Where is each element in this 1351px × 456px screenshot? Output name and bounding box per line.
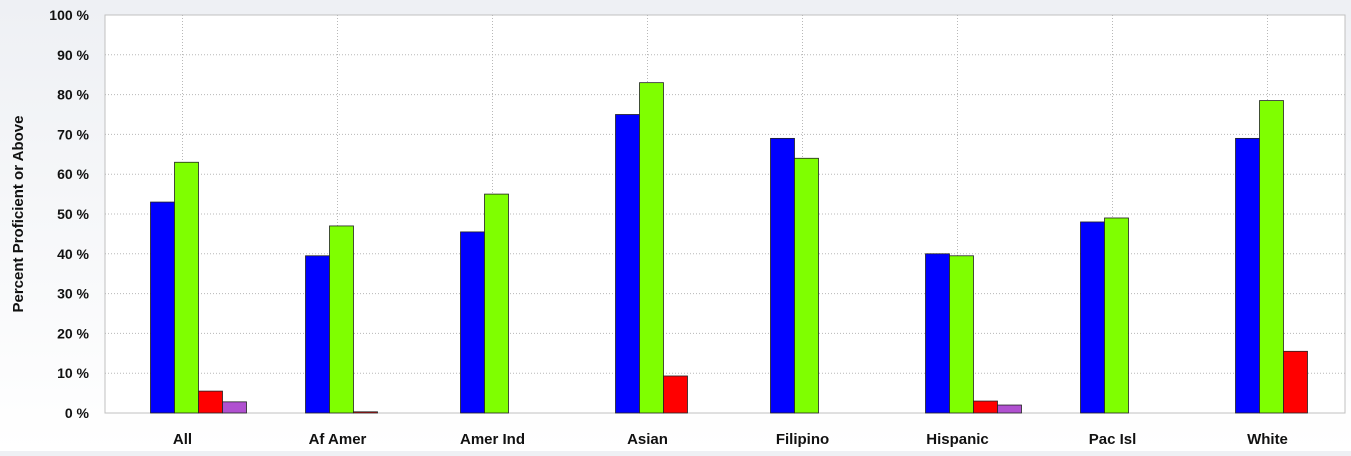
bar [615, 114, 640, 414]
y-tick-label: 100 % [49, 7, 89, 23]
y-tick-labels: 0 % 10 % 20 % 30 % 40 % 50 % 60 % 70 % 80 % 90 % 1… [49, 7, 89, 421]
bar [150, 201, 175, 414]
bar [973, 400, 998, 414]
x-tick-labels: All Af Amer Amer Ind Asian Filipino Hispanic P… [173, 431, 1288, 448]
y-tick-label: 20 % [57, 325, 89, 341]
x-tick-label: Hispanic [926, 431, 989, 448]
y-tick-label: 30 % [57, 286, 89, 302]
bar [222, 401, 247, 414]
bar [663, 375, 688, 414]
bar [353, 411, 378, 414]
x-tick-label: Asian [627, 431, 668, 448]
bar [174, 161, 199, 414]
y-tick-label: 10 % [57, 365, 89, 381]
x-tick-label: All [173, 431, 192, 448]
bar [484, 193, 509, 414]
x-tick-label: Amer Ind [460, 431, 525, 448]
x-tick-label: Filipino [776, 431, 829, 448]
y-tick-label: 70 % [57, 126, 89, 142]
x-tick-label: Pac Isl [1089, 431, 1137, 448]
bar [639, 82, 664, 414]
bar [794, 157, 819, 414]
bar [329, 225, 354, 414]
y-tick-label: 60 % [57, 166, 89, 182]
bar [1104, 217, 1129, 414]
y-tick-label: 90 % [57, 47, 89, 63]
y-tick-label: 0 % [65, 405, 90, 421]
bar [1080, 221, 1105, 414]
bar [460, 231, 485, 414]
y-tick-label: 50 % [57, 206, 89, 222]
x-tick-label: White [1247, 431, 1288, 448]
bar [925, 253, 950, 414]
bar [997, 404, 1022, 414]
x-tick-label: Af Amer [309, 431, 367, 448]
bars [150, 82, 1308, 414]
y-tick-label: 40 % [57, 246, 89, 262]
bar [1259, 100, 1284, 414]
bar [1283, 350, 1308, 414]
bar [1235, 137, 1260, 414]
y-tick-label: 80 % [57, 87, 89, 103]
bar [198, 390, 223, 414]
bar [949, 255, 974, 414]
bar [770, 137, 795, 414]
y-axis-title: Percent Proficient or Above [10, 116, 27, 313]
bar [305, 255, 330, 414]
